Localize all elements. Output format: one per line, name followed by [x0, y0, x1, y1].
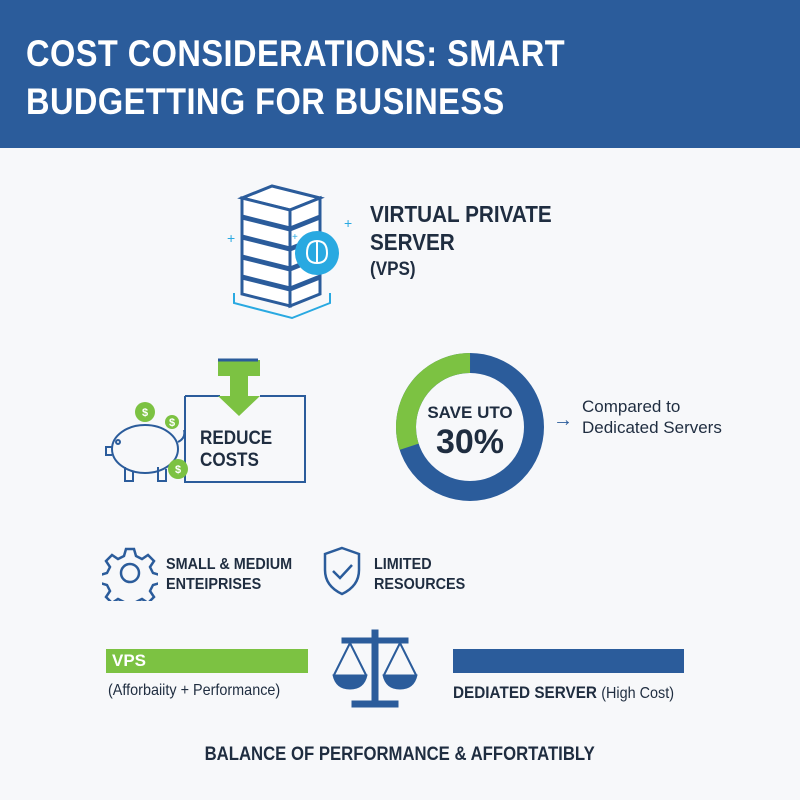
savings-label: SAVE UTO: [427, 403, 513, 422]
reduce-line-2: COSTS: [200, 450, 259, 471]
vps-subtitle: (Afforbaiity + Performance): [108, 682, 281, 699]
footer-tagline: BALANCE OF PERFORMANCE & AFFORTATIBLY: [0, 744, 800, 766]
piggy-bank-icon: [105, 424, 186, 482]
server-stack-icon: + + +: [227, 184, 352, 320]
title-line-2: BUDGETTING FOR BUSINESS: [26, 81, 505, 122]
svg-text:$: $: [175, 464, 181, 476]
feature-limited-line-1: LIMITED: [374, 556, 432, 573]
page-title: COST CONSIDERATIONS: SMART BUDGETTING FO…: [26, 30, 565, 126]
arrow-right-icon: →: [553, 409, 573, 431]
vps-line-3: (VPS): [370, 259, 416, 280]
gear-icon: [102, 547, 158, 601]
compare-line-1: Compared to: [582, 397, 681, 416]
dedicated-title: DEDIATED SERVER: [453, 683, 597, 702]
svg-text:$: $: [142, 407, 148, 419]
dedicated-bar: [453, 649, 684, 673]
title-line-1: COST CONSIDERATIONS: SMART: [26, 33, 566, 74]
savings-donut-chart: [396, 353, 544, 501]
savings-text: SAVE UTO 30%: [400, 403, 540, 461]
reduce-costs-graphic: $ $ $: [105, 358, 306, 483]
vps-bar: VPS: [106, 649, 308, 673]
feature-limited: LIMITED RESOURCES: [374, 555, 465, 595]
svg-text:+: +: [292, 232, 298, 243]
compare-line-2: Dedicated Servers: [582, 418, 722, 437]
vps-line-2: SERVER: [370, 229, 455, 255]
dedicated-subtitle: (High Cost): [601, 685, 675, 702]
feature-sme: SMALL & MEDIUM ENTEIPRISES: [166, 555, 292, 595]
reduce-costs-label: REDUCE COSTS: [200, 428, 272, 472]
balance-scale-icon: [332, 629, 418, 708]
feature-sme-line-1: SMALL & MEDIUM: [166, 556, 293, 573]
savings-value: 30%: [435, 423, 505, 461]
feature-limited-line-2: RESOURCES: [374, 576, 466, 593]
vps-line-1: VIRTUAL PRIVATE: [370, 201, 552, 227]
coin-icon: $ $ $: [135, 402, 188, 479]
header-banner: COST CONSIDERATIONS: SMART BUDGETTING FO…: [0, 0, 800, 148]
vps-heading: VIRTUAL PRIVATE SERVER (VPS): [370, 200, 552, 284]
footer-text: BALANCE OF PERFORMANCE & AFFORTATIBLY: [204, 744, 596, 765]
feature-sme-line-2: ENTEIPRISES: [166, 576, 262, 593]
down-arrow-icon: [218, 358, 260, 416]
dedicated-label: DEDIATED SERVER (High Cost): [453, 683, 674, 703]
reduce-line-1: REDUCE: [200, 428, 273, 449]
compare-text: Compared to Dedicated Servers: [582, 396, 722, 438]
shield-check-icon: [323, 546, 361, 596]
svg-text:$: $: [169, 417, 175, 429]
svg-text:+: +: [227, 230, 235, 246]
svg-text:+: +: [344, 215, 352, 231]
